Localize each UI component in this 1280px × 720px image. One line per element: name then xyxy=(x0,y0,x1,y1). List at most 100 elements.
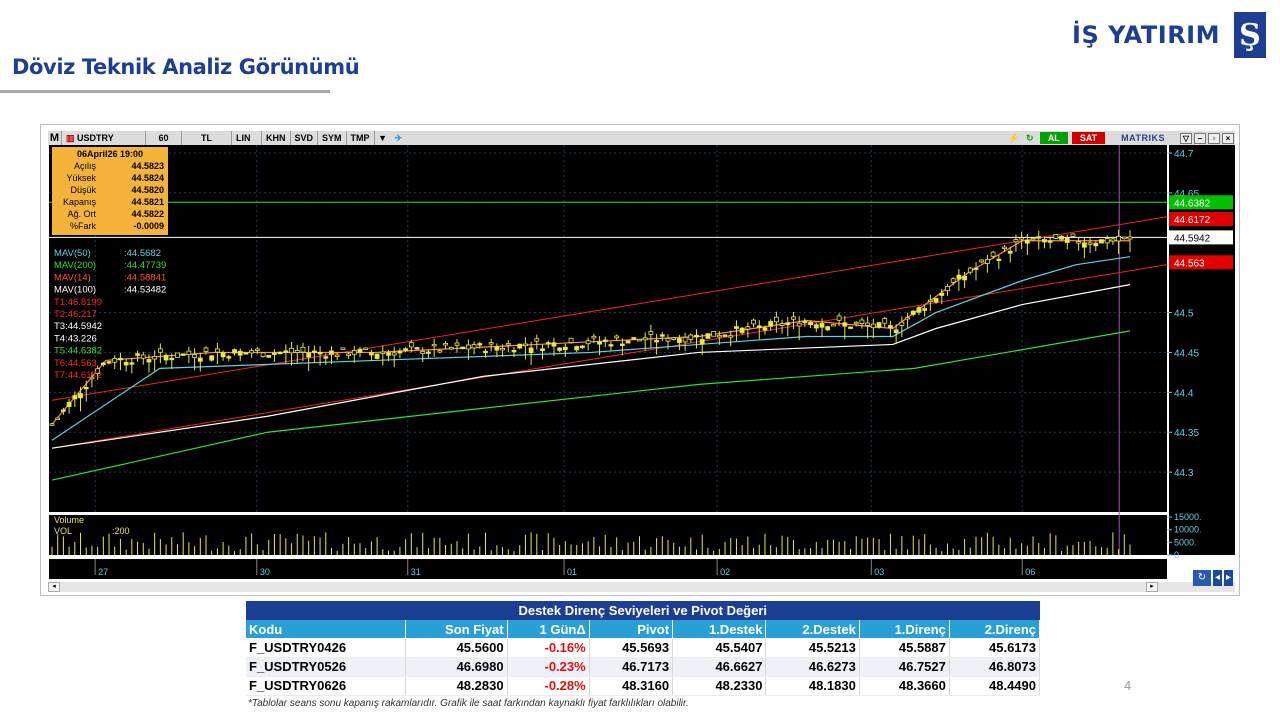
info-label: Açılış xyxy=(74,161,97,171)
candle-body xyxy=(574,346,580,351)
horizontal-scrollbar[interactable]: ◂ ▸ xyxy=(48,582,1235,592)
sym-button[interactable]: SYM xyxy=(318,131,347,145)
price-tag-bg xyxy=(1169,195,1233,210)
currency-select[interactable]: TL xyxy=(182,131,232,145)
candle-body xyxy=(956,274,962,280)
scroll-right-icon[interactable]: ▸ xyxy=(1146,582,1158,592)
period-select[interactable]: 60 xyxy=(146,131,182,145)
candle-body xyxy=(1121,236,1127,240)
candle-body xyxy=(175,352,180,358)
refresh-icon[interactable]: ↻ xyxy=(1026,133,1034,143)
window-menu-icon[interactable]: ▽ xyxy=(1180,132,1192,144)
indicator-value: :44.47739 xyxy=(124,260,166,271)
close-icon[interactable]: × xyxy=(1222,132,1234,144)
table-cell: 46.6980 xyxy=(405,657,508,677)
table-cell: 45.5693 xyxy=(589,638,674,658)
info-date: 06April26 19:00 xyxy=(77,149,143,159)
candle-body xyxy=(471,344,477,349)
volume-value: :200 xyxy=(112,526,130,536)
table-header-row: Kodu Son Fiyat 1 GünΔ Pivot 1.Destek 2.Destek… xyxy=(246,620,1041,638)
restore-icon[interactable]: ▫ xyxy=(1208,132,1220,144)
svd-button[interactable]: SVD xyxy=(291,131,319,145)
candle-body xyxy=(882,318,888,324)
candle-body xyxy=(123,361,129,366)
candle-body xyxy=(585,340,591,345)
candle-body xyxy=(306,352,312,358)
candle-body xyxy=(500,348,505,351)
candle-body xyxy=(374,353,380,359)
table-title: Destek Direnç Seviyeleri ve Pivot Değeri xyxy=(246,601,1040,620)
y-tick-label: 44.7 xyxy=(1174,149,1194,160)
indicator-label: T7:44.6172 xyxy=(54,370,102,381)
upper-channel-line xyxy=(51,216,1168,401)
candle-body xyxy=(671,337,677,340)
candle-body xyxy=(118,357,123,361)
indicator-label: MAV(50) xyxy=(54,248,91,259)
info-label: Düşük xyxy=(70,185,96,195)
sync-icon[interactable]: ↻ xyxy=(1193,570,1211,586)
candle-body xyxy=(768,321,774,327)
candle-body xyxy=(1013,239,1019,243)
table-cell: 48.4490 xyxy=(949,676,1041,696)
twitter-icon[interactable]: ✈ xyxy=(394,133,403,143)
candle-body xyxy=(477,343,483,346)
table-header-4: 1.Destek xyxy=(672,620,767,638)
price-tag-bg xyxy=(1169,230,1233,245)
candle-body xyxy=(1036,236,1042,239)
candle-body xyxy=(825,326,831,331)
prev-icon[interactable]: ◂ xyxy=(1213,570,1222,586)
menu-button[interactable]: M xyxy=(48,131,62,145)
candle-body xyxy=(785,322,791,326)
indicator-value: :44.53482 xyxy=(124,285,166,296)
table-cell: -0.16% xyxy=(507,638,590,658)
candle-body xyxy=(317,352,323,355)
candle-body xyxy=(859,319,865,324)
volume-tick-label: 0 xyxy=(1174,550,1179,560)
khn-button[interactable]: KHN xyxy=(262,131,291,145)
candle-body xyxy=(260,352,266,357)
candle-body xyxy=(465,344,471,350)
candle-body xyxy=(682,336,688,343)
tmp-button[interactable]: TMP xyxy=(347,131,375,145)
price-chart[interactable]: 44.7 44.65 44.5 44.45 44.4 44.35 44.3 15000. 100… xyxy=(48,145,1235,582)
candle-body xyxy=(625,340,631,344)
candle-body xyxy=(842,322,848,327)
alarm-icon[interactable]: ⚡ xyxy=(1008,133,1020,143)
candle-body xyxy=(414,347,420,350)
next-icon[interactable]: ▸ xyxy=(1224,570,1233,586)
candle-body xyxy=(420,351,426,355)
candle-body xyxy=(243,352,249,355)
lin-scale-button[interactable]: LIN xyxy=(232,131,262,145)
candle-body xyxy=(249,350,255,354)
candle-body xyxy=(808,321,813,326)
table-cell: 48.1830 xyxy=(765,676,860,696)
candle-body xyxy=(688,334,694,340)
info-value: 44.5823 xyxy=(131,161,164,171)
symbol-field[interactable]: ▥ USDTRY xyxy=(62,131,146,145)
volume-panel xyxy=(49,515,1167,555)
table-header-2: 1 GünΔ xyxy=(507,620,590,638)
scroll-left-icon[interactable]: ◂ xyxy=(48,582,60,592)
candle-body xyxy=(1127,236,1133,240)
indicator-label: MAV(14) xyxy=(54,272,91,283)
candle-body xyxy=(990,251,996,257)
matriks-chart-window: M ▥ USDTRY 60 TL LIN KHN SVD SYM TMP ▼ ✈… xyxy=(40,124,1240,596)
candle-body xyxy=(146,359,152,363)
sell-button[interactable]: SAT xyxy=(1071,132,1106,144)
symbol-label: USDTRY xyxy=(77,133,114,143)
candle-body xyxy=(277,351,283,355)
candle-body xyxy=(192,354,197,358)
table-cell: 46.6273 xyxy=(765,657,860,677)
candle-body xyxy=(534,338,540,342)
candle-body xyxy=(631,337,637,340)
dropdown-icon[interactable]: ▼ xyxy=(378,133,387,143)
candle-body xyxy=(945,286,950,292)
candle-body xyxy=(380,351,386,354)
price-tag-label: 44.6382 xyxy=(1174,198,1211,209)
price-tag-label: 44.563 xyxy=(1174,258,1205,269)
candle-body xyxy=(408,342,414,348)
buy-button[interactable]: AL xyxy=(1039,132,1068,144)
table-cell: 45.5213 xyxy=(765,638,860,658)
candle-body xyxy=(323,356,329,359)
minimize-icon[interactable]: – xyxy=(1194,132,1206,144)
